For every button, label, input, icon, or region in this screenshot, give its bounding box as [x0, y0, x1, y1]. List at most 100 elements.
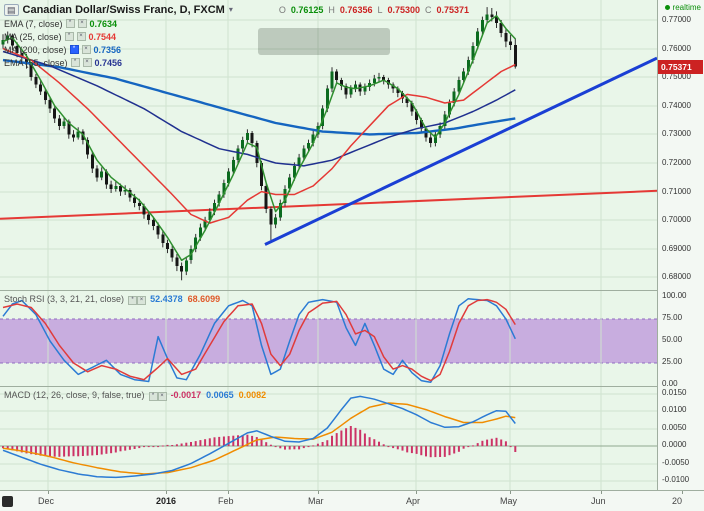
legend-label[interactable]: EMA (7, close) — [4, 18, 63, 29]
ohlc-readout: O 0.76125 H 0.76356 L 0.75300 C 0.75371 — [279, 5, 469, 15]
macd-histogram-bar — [2, 446, 4, 449]
macd-histogram-bar — [194, 441, 197, 447]
indicator-settings-icon[interactable]: * — [128, 296, 138, 305]
macd-histogram-bar — [86, 446, 89, 456]
macd-histogram-bar — [410, 446, 413, 454]
price-chart-canvas[interactable] — [0, 0, 657, 290]
macd-histogram-bar — [16, 446, 19, 452]
indicator-settings-icon[interactable]: * — [64, 32, 74, 41]
legend-value: 0.7544 — [88, 31, 117, 42]
indicator-settings-icon[interactable]: * — [65, 19, 75, 28]
macd-histogram-bar — [359, 429, 362, 447]
indicator-settings-icon[interactable]: * — [70, 58, 80, 67]
candle-up — [452, 91, 456, 103]
stoch-rsi-title[interactable]: Stoch RSI (3, 3, 21, 21, close) — [4, 294, 125, 304]
price-axis[interactable]: 0.77000 0.76000 0.75000 0.74000 0.73000 0.720… — [657, 0, 704, 490]
macd-histogram-bar — [199, 440, 202, 447]
time-tick — [228, 491, 229, 494]
candle-up — [292, 165, 296, 178]
candle-up — [485, 14, 489, 20]
legend-value: 0.7456 — [94, 57, 123, 68]
candle-down — [255, 143, 259, 163]
candle-down — [419, 120, 423, 129]
candle-up — [480, 20, 484, 32]
chart-menu-icon[interactable]: ▤ — [4, 3, 19, 16]
macd-histogram-bar — [457, 446, 460, 452]
macd-title[interactable]: MACD (12, 26, close, 9, false, true) — [4, 390, 145, 400]
macd-histogram-bar — [425, 446, 427, 457]
macd-histogram-bar — [434, 446, 437, 458]
macd-histogram-bar — [143, 446, 145, 448]
legend-label[interactable]: MA (25, close) — [4, 31, 62, 42]
indicator-close-icon[interactable]: × — [157, 392, 167, 401]
candle-down — [72, 134, 75, 138]
macd-histogram-bar — [255, 437, 258, 447]
main-price-pane[interactable]: ▤ Canadian Dollar/Swiss Franc, D, FXCM ▾… — [0, 0, 657, 290]
macd-histogram-bar — [119, 446, 122, 452]
macd-histogram-bar — [222, 436, 225, 447]
macd-histogram-bar — [500, 439, 503, 447]
macd-signal-line — [2, 402, 516, 475]
indicator-close-icon[interactable]: × — [137, 296, 147, 305]
indicator-close-icon[interactable]: × — [82, 58, 92, 67]
candle-down — [128, 190, 132, 198]
indicator-settings-icon[interactable]: * — [148, 392, 158, 401]
candle-down — [15, 45, 19, 53]
candle-down — [269, 208, 273, 225]
macd-histogram-bar — [476, 443, 479, 447]
macd-canvas[interactable] — [0, 387, 657, 491]
indicator-close-icon[interactable]: × — [76, 32, 86, 41]
candle-up — [349, 88, 353, 95]
macd-histogram-bar — [100, 446, 103, 455]
candle-up — [302, 148, 306, 158]
indicator-settings-icon[interactable]: * — [69, 45, 79, 54]
candle-down — [137, 203, 141, 206]
candle-up — [372, 78, 376, 83]
stoch-rsi-canvas[interactable] — [0, 291, 657, 387]
trendline-blue[interactable] — [264, 56, 657, 246]
macd-histogram-bar — [124, 446, 127, 451]
time-axis-label: Feb — [218, 496, 234, 506]
axis-label: 50.00 — [662, 335, 683, 344]
legend-label[interactable]: MA (200, close) — [4, 44, 67, 55]
candle-down — [339, 80, 343, 86]
clock-icon[interactable] — [2, 496, 13, 507]
candle-up — [208, 211, 212, 221]
time-axis[interactable]: Dec 2016 Feb Mar Apr May Jun 20 — [0, 490, 704, 511]
macd-histogram-bar — [25, 446, 28, 454]
candle-down — [344, 85, 348, 95]
macd-histogram-bar — [335, 433, 338, 447]
macd-histogram-bar — [49, 446, 51, 457]
stoch-rsi-pane[interactable]: Stoch RSI (3, 3, 21, 21, close) * × 52.43… — [0, 290, 657, 387]
symbol-title[interactable]: Canadian Dollar/Swiss Franc, D, FXCM — [22, 3, 225, 16]
macd-histogram-bar — [147, 446, 150, 448]
time-tick — [682, 491, 683, 494]
macd-histogram-bar — [401, 446, 404, 451]
macd-histogram-bar — [326, 440, 329, 447]
macd-histogram-bar — [72, 446, 75, 457]
trendline-red[interactable] — [0, 189, 657, 220]
axis-label: 75.00 — [662, 313, 683, 322]
candle-up — [76, 131, 80, 138]
candle-up — [330, 71, 334, 89]
macd-histogram-bar — [382, 444, 385, 447]
candle-down — [513, 45, 517, 67]
indicator-close-icon[interactable]: × — [77, 19, 87, 28]
macd-histogram-bar — [340, 430, 343, 447]
legend-label[interactable]: EMA (55, close) — [4, 57, 68, 68]
macd-histogram-bar — [91, 446, 94, 456]
macd-histogram-bar — [504, 441, 507, 447]
candle-up — [1, 40, 5, 45]
macd-pane[interactable]: MACD (12, 26, close, 9, false, true) * × … — [0, 386, 657, 491]
axis-label: 0.76000 — [662, 44, 691, 53]
candle-down — [382, 77, 386, 81]
symbol-dropdown-caret[interactable]: ▾ — [228, 5, 233, 14]
ohlc-letter: H — [328, 4, 335, 15]
axis-label: 0.72000 — [662, 158, 691, 167]
macd-histogram-bar — [161, 445, 164, 447]
indicator-close-icon[interactable]: × — [81, 45, 91, 54]
candle-up — [325, 88, 329, 109]
indicator-value: 52.4378 — [150, 294, 183, 304]
candle-down — [396, 88, 400, 93]
